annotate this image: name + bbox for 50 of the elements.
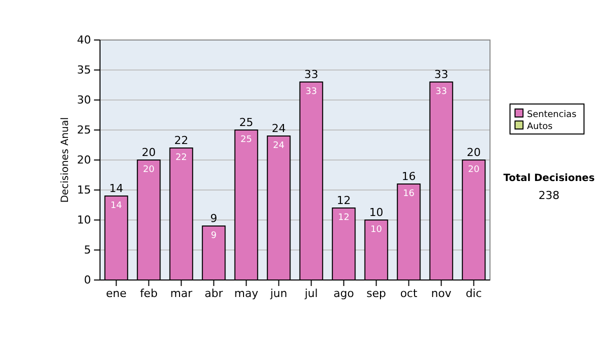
total-label: 9: [210, 212, 218, 225]
y-tick-label: 25: [77, 124, 91, 137]
y-tick-label: 5: [84, 244, 91, 257]
data-label: 25: [240, 135, 252, 145]
data-label: 33: [436, 87, 447, 97]
x-tick-label: may: [234, 286, 259, 300]
text: Total Decisiones: [503, 173, 595, 184]
x-tick-label: dic: [466, 286, 482, 300]
y-tick-label: 20: [77, 154, 91, 167]
x-tick-label: oct: [400, 286, 418, 300]
y-tick-label: 10: [77, 214, 91, 227]
data-label: 22: [176, 153, 187, 163]
x-tick-label: nov: [431, 286, 452, 300]
data-label: 16: [403, 189, 415, 199]
total-label: 20: [142, 146, 156, 159]
x-tick-label: abr: [204, 286, 224, 300]
x-tick-label: jul: [304, 286, 318, 300]
data-label: 20: [143, 165, 155, 175]
total-label: 10: [369, 206, 384, 219]
total-label: 12: [336, 194, 351, 207]
total-label: 14: [109, 182, 124, 195]
data-label: 9: [210, 231, 217, 241]
y-tick-label: 30: [77, 94, 91, 107]
total-label: 33: [304, 68, 318, 81]
x-tick-label: mar: [170, 286, 193, 300]
data-label: 24: [273, 141, 285, 151]
y-tick-label: 0: [84, 274, 91, 287]
total-label: 33: [434, 68, 448, 81]
legend-label: Autos: [527, 122, 553, 132]
x-tick-label: ene: [106, 286, 127, 300]
text: 238: [538, 189, 560, 202]
data-label: 10: [370, 225, 382, 235]
total-label: 22: [174, 134, 188, 147]
total-label: 16: [402, 170, 416, 183]
x-tick-label: sep: [366, 286, 386, 300]
x-tick-label: ago: [334, 286, 354, 300]
legend-label: Sentencias: [527, 110, 577, 120]
total-label: 24: [272, 122, 286, 135]
x-tick-label: feb: [140, 286, 158, 300]
total-label: 20: [466, 146, 481, 159]
y-tick-label: 40: [77, 34, 91, 47]
x-tick-label: jun: [269, 286, 288, 300]
data-label: 12: [338, 213, 350, 223]
total-label: 25: [239, 116, 254, 129]
y-tick-label: 15: [77, 184, 91, 197]
y-axis-title: Decisiones Anual: [60, 117, 71, 203]
data-label: 20: [468, 165, 480, 175]
y-tick-label: 35: [77, 64, 91, 77]
data-label: 14: [110, 201, 122, 211]
data-label: 33: [306, 87, 317, 97]
